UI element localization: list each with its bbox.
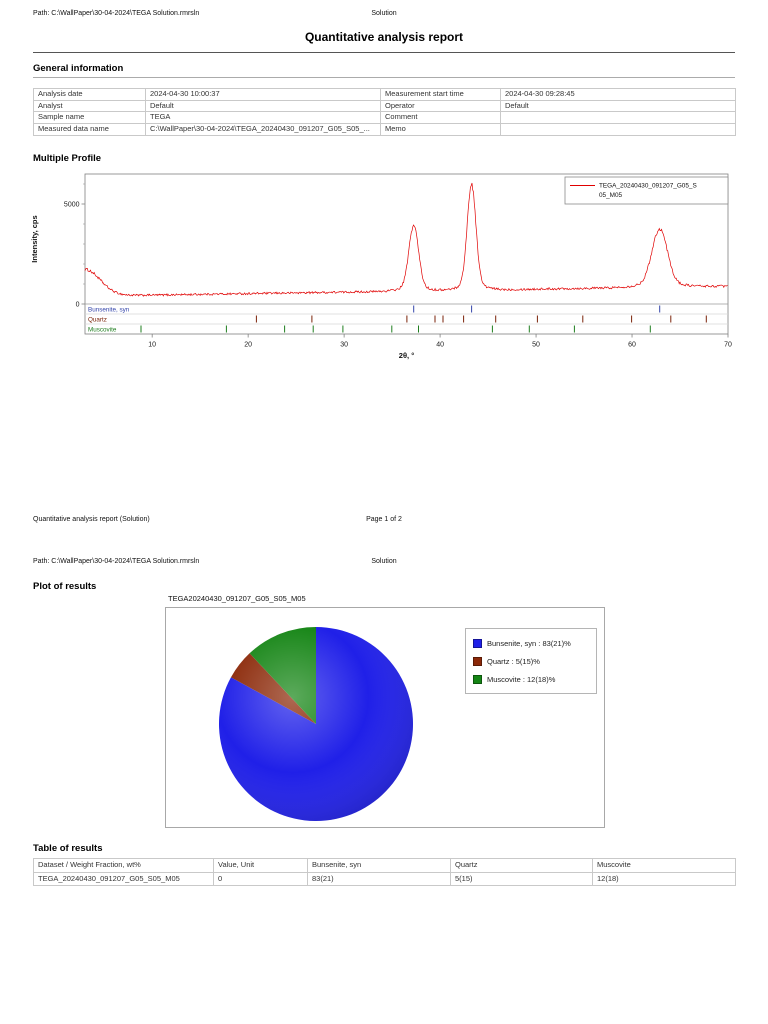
chart-legend-box [564,176,729,205]
section-heading-general-information: General information [33,63,124,74]
info-label: Measured data name [33,122,146,136]
x-tick-label: 30 [340,342,348,349]
page-title: Quantitative analysis report [304,30,464,44]
phase-label: Muscovite [88,326,117,333]
info-label: Sample name [33,111,146,124]
y-tick-label: 5000 [64,201,80,208]
chart-legend-label: 05_M05 [599,192,623,199]
info-value: 2024-04-30 09:28:45 [500,88,736,101]
pie-legend-label: Muscovite : 12(18)% [487,674,556,684]
info-value: Default [145,99,381,113]
table-row: Sample name TEGA Comment [33,111,736,124]
x-tick-label: 50 [532,342,540,349]
pie-legend-swatch [473,638,482,648]
info-value [500,122,736,136]
info-value: 2024-04-30 10:00:37 [145,88,381,101]
xrd-trace [84,182,728,297]
info-label: Comment [380,111,501,124]
phase-label: Bunsenite, syn [88,306,130,313]
info-label: Analysis date [33,88,146,101]
column-header: Quartz [450,858,593,873]
info-label: Analyst [33,99,146,113]
page2-path-text: Path: C:\WallPaper\30-04-2024\TEGA Solut… [33,558,200,565]
page1-footer-left: Quantitative analysis report (Solution) [33,516,150,523]
column-header: Dataset / Weight Fraction, wt% [33,858,214,873]
result-cell: 0 [213,871,308,887]
column-header: Muscovite [592,858,736,873]
info-value: C:\WallPaper\30-04-2024\TEGA_20240430_09… [145,122,381,136]
pie-chart-svg [219,627,414,821]
section-heading-multiple-profile: Multiple Profile [33,153,102,164]
pie-legend-swatch [473,674,482,684]
info-label: Measurement start time [380,88,501,101]
section-heading-plot-of-results: Plot of results [33,581,97,592]
page1-footer-page-number: Page 1 of 2 [366,516,402,523]
pie-legend-entry: Quartz : 5(15)% [473,652,589,670]
general-info-table: Analysis date 2024-04-30 10:00:37 Measur… [33,88,736,136]
x-tick-label: 70 [724,342,732,349]
pie-chart-title: TEGA20240430_091207_G05_S05_M05 [168,594,306,603]
y-axis-label: Intensity, cps [30,215,39,262]
info-value: Default [500,99,736,113]
info-value [500,111,736,124]
pie-shading [219,627,413,821]
pie-legend-swatch [473,656,482,666]
table-row: Analyst Default Operator Default [33,99,736,113]
y-tick-label: 0 [76,301,80,308]
pie-legend-label: Bunsenite, syn : 83(21)% [487,638,571,648]
pie-legend-entry: Muscovite : 12(18)% [473,670,589,688]
general-info-divider [33,77,735,78]
info-value: TEGA [145,111,381,124]
xrd-chart: 0 5000 10 20 30 40 50 60 70 2θ, ° Intensity, cps Bu… [25,170,735,365]
pie-chart-box: Bunsenite, syn : 83(21)% Quartz : 5(15)%… [165,607,605,828]
phase-label: Quartz [88,316,107,323]
results-table: Dataset / Weight Fraction, wt% Value, Un… [33,858,736,887]
x-axis-label: 2θ, ° [399,351,414,360]
x-tick-label: 20 [244,342,252,349]
result-cell: 5(15) [450,871,593,887]
result-cell: 12(18) [592,871,736,887]
table-row: TEGA_20240430_091207_G05_S05_M05 0 83(21… [33,871,736,887]
x-tick-label: 60 [628,342,636,349]
page1-header-solution: Solution [371,10,397,17]
info-label: Memo [380,122,501,136]
table-row: Measured data name C:\WallPaper\30-04-20… [33,122,736,136]
pie-legend-label: Quartz : 5(15)% [487,656,540,666]
pie-legend: Bunsenite, syn : 83(21)% Quartz : 5(15)%… [465,628,597,694]
title-divider [33,52,735,53]
section-heading-table-of-results: Table of results [33,843,103,854]
column-header: Value, Unit [213,858,308,873]
table-row: Analysis date 2024-04-30 10:00:37 Measur… [33,88,736,101]
page2-header-solution: Solution [371,558,397,565]
result-cell: TEGA_20240430_091207_G05_S05_M05 [33,871,214,887]
page1-path-text: Path: C:\WallPaper\30-04-2024\TEGA Solut… [33,10,200,17]
x-tick-label: 40 [436,342,444,349]
xrd-chart-svg: 0 5000 10 20 30 40 50 60 70 2θ, ° Intensity, cps Bu… [30,173,732,360]
results-header-row: Dataset / Weight Fraction, wt% Value, Un… [33,858,736,873]
result-cell: 83(21) [307,871,451,887]
x-tick-label: 10 [148,342,156,349]
chart-legend-label: TEGA_20240430_091207_G05_S [599,183,697,190]
column-header: Bunsenite, syn [307,858,451,873]
info-label: Operator [380,99,501,113]
pie-legend-entry: Bunsenite, syn : 83(21)% [473,634,589,652]
